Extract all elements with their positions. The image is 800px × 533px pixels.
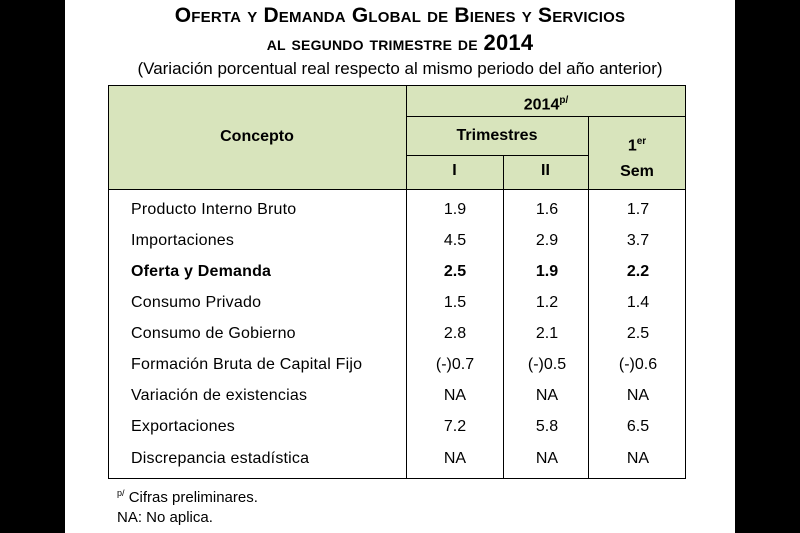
footnote-preliminary: p/ Cifras preliminares. [117, 484, 258, 507]
cell-q1: 1.9 [443, 201, 467, 218]
footnote-mark: p/ [117, 488, 125, 498]
cell-sem: 2.2 [626, 263, 650, 280]
header-concepto: Concepto [220, 128, 294, 145]
header-trimestres: Trimestres [456, 127, 538, 144]
cell-q2: (-)0.5 [527, 356, 567, 373]
cell-sem: 2.5 [626, 325, 650, 342]
cell-q2: 1.2 [535, 294, 559, 311]
column-divider-concepto [406, 85, 407, 479]
row-label: Oferta y Demanda [131, 263, 272, 280]
right-black-bar [735, 0, 800, 533]
cell-q1: 2.8 [443, 325, 467, 342]
row-label: Importaciones [131, 232, 235, 249]
cell-q2: 2.9 [535, 232, 559, 249]
column-divider-q1-q2 [503, 155, 504, 479]
row-label: Exportaciones [131, 418, 235, 435]
page-title-line2: al segundo trimestre de 2014 [65, 30, 735, 56]
cell-q2: NA [535, 387, 559, 404]
data-table [108, 85, 686, 479]
cell-q2: 5.8 [535, 418, 559, 435]
header-divider-trimestres [406, 155, 588, 156]
cell-sem: 1.7 [626, 201, 650, 218]
left-black-bar [0, 0, 65, 533]
row-label: Producto Interno Bruto [131, 201, 297, 218]
cell-q2: 2.1 [535, 325, 559, 342]
cell-q1: 1.5 [443, 294, 467, 311]
cell-q1: (-)0.7 [435, 356, 475, 373]
header-q2: II [541, 162, 550, 179]
footnote-preliminary-text: Cifras preliminares. [128, 489, 258, 506]
page-title: Oferta y Demanda Global de Bienes y Serv… [174, 4, 626, 27]
row-label: Consumo Privado [131, 294, 262, 311]
row-label: Formación Bruta de Capital Fijo [131, 356, 363, 373]
row-label: Variación de existencias [131, 387, 308, 404]
header-divider-year [406, 116, 686, 117]
cell-q1: NA [443, 450, 467, 467]
header-year: 2014p/ [406, 92, 686, 114]
cell-sem: NA [626, 387, 650, 404]
cell-sem: 6.5 [626, 418, 650, 435]
row-label: Discrepancia estadística [131, 450, 310, 467]
header-sem-suffix: er [636, 136, 647, 147]
title-year: 2014 [483, 30, 534, 55]
cell-sem: NA [626, 450, 650, 467]
page-subtitle: (Variación porcentual real respecto al m… [137, 59, 663, 78]
cell-q1: NA [443, 387, 467, 404]
cell-sem: (-)0.6 [618, 356, 658, 373]
title-line2-text: al segundo trimestre de [266, 33, 478, 55]
header-bottom-divider [108, 189, 686, 190]
header-sem: Sem [620, 163, 654, 180]
table-header-background [108, 85, 686, 189]
cell-q1: 7.2 [443, 418, 467, 435]
row-label: Consumo de Gobierno [131, 325, 296, 342]
header-sem-number: 1 [627, 137, 637, 155]
cell-q2: 1.9 [535, 263, 559, 280]
cell-sem: 3.7 [626, 232, 650, 249]
cell-q2: 1.6 [535, 201, 559, 218]
column-divider-sem [588, 116, 589, 479]
cell-sem: 1.4 [626, 294, 650, 311]
cell-q1: 4.5 [443, 232, 467, 249]
cell-q1: 2.5 [443, 263, 467, 280]
footnote-na: NA: No aplica. [117, 509, 213, 526]
header-q1: I [452, 162, 457, 179]
header-year-mark: p/ [559, 95, 569, 106]
cell-q2: NA [535, 450, 559, 467]
header-year-value: 2014 [523, 96, 560, 114]
header-sem-ordinal: 1er [588, 133, 686, 155]
